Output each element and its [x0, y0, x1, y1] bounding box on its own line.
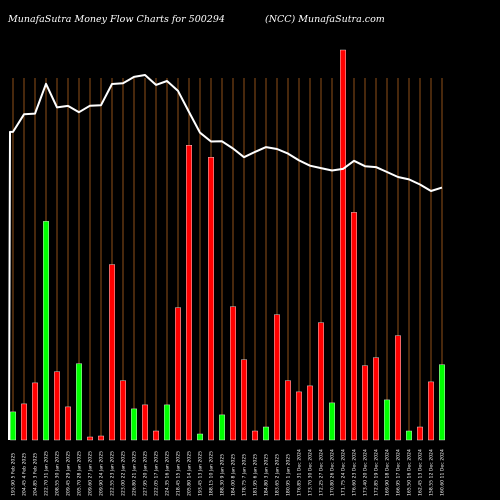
volume-bar — [208, 157, 215, 441]
volume-bar — [362, 365, 368, 441]
volume-bar — [32, 382, 38, 441]
volume-bar — [384, 399, 390, 441]
x-tick-label: 209.45 29 Jan 2025 — [66, 451, 72, 496]
x-tick-label: 209.60 27 Jan 2025 — [88, 451, 94, 496]
volume-bar — [230, 306, 237, 441]
volume-bar — [351, 212, 357, 441]
x-tick-label: 180.95 1 Jan 2025 — [286, 454, 292, 496]
x-tick-label: 184.80 3 Jan 2025 — [264, 454, 270, 496]
x-tick-label: 178.75 7 Jan 2025 — [242, 454, 248, 496]
volume-bar — [428, 381, 434, 441]
x-tick-label: 173.70 30 Dec 2024 — [308, 449, 314, 496]
volume-bar — [76, 363, 83, 441]
grid-lines — [12, 78, 443, 440]
volume-bar — [186, 144, 193, 441]
x-tick-label: 172.25 27 Dec 2024 — [319, 449, 325, 496]
x-tick-label: 181.95 6 Jan 2025 — [253, 454, 259, 496]
volume-bar — [406, 430, 412, 441]
volume-bar — [417, 426, 423, 441]
x-tick-label: 169.90 18 Dec 2024 — [385, 449, 391, 496]
x-tick-label: 222.05 17 Jan 2025 — [154, 451, 160, 496]
volume-bar — [21, 403, 27, 441]
chart-header-right: (NCC) MunafaSutra.com — [265, 14, 385, 25]
x-tick-label: 184.00 8 Jan 2025 — [231, 454, 237, 496]
volume-bar — [252, 430, 259, 441]
volume-bar — [164, 404, 171, 441]
volume-bar — [285, 380, 291, 441]
volume-bars — [10, 49, 445, 441]
volume-bar — [373, 357, 379, 441]
x-tick-label: 183.65 2 Jan 2025 — [275, 454, 281, 496]
x-axis-tick-labels: 193.90 5 Feb 2025 204.45 4 Feb 2025 204.85… — [11, 449, 446, 496]
x-tick-label: 176.85 31 Dec 2024 — [297, 449, 303, 496]
volume-bar — [219, 414, 226, 441]
x-tick-label: 170.80 26 Dec 2024 — [330, 449, 336, 496]
x-tick-label: 160.60 11 Dec 2024 — [440, 449, 446, 496]
volume-bar — [439, 364, 445, 441]
volume-bar — [43, 221, 49, 441]
x-tick-label: 193.45 13 Jan 2025 — [198, 451, 204, 496]
x-tick-label: 205.80 14 Jan 2025 — [187, 451, 193, 496]
volume-bar — [296, 391, 302, 441]
chart-header-left: MunafaSutra Money Flow Charts for 500294 — [7, 14, 225, 25]
x-tick-label: 188.30 9 Jan 2025 — [220, 454, 226, 496]
volume-bar — [197, 433, 204, 441]
volume-bar — [131, 408, 138, 441]
x-tick-label: 193.90 5 Feb 2025 — [11, 453, 17, 496]
x-tick-label: 162.45 13 Dec 2024 — [418, 449, 424, 496]
x-tick-label: 158.55 12 Dec 2024 — [429, 449, 435, 496]
volume-bar — [175, 307, 182, 441]
price-line-group — [8, 74, 443, 441]
volume-bar — [142, 404, 149, 441]
volume-bar — [329, 402, 335, 441]
x-tick-label: 218.45 15 Jan 2025 — [176, 451, 182, 496]
volume-bar — [307, 385, 313, 441]
volume-bar — [10, 411, 17, 441]
volume-bar — [340, 49, 346, 441]
x-tick-label: 172.85 19 Dec 2024 — [374, 449, 380, 496]
x-tick-label: 165.50 16 Dec 2024 — [407, 449, 413, 496]
x-tick-label: 205.70 28 Jan 2025 — [77, 451, 83, 496]
x-tick-label: 171.75 24 Dec 2024 — [341, 449, 347, 496]
volume-bar — [120, 380, 127, 441]
x-tick-label: 209.90 24 Jan 2025 — [99, 451, 105, 496]
volume-bar — [263, 426, 269, 441]
x-tick-label: 204.45 4 Feb 2025 — [22, 453, 28, 496]
x-tick-label: 222.55 23 Jan 2025 — [110, 451, 116, 496]
x-tick-label: 166.95 17 Dec 2024 — [396, 449, 402, 496]
volume-bar — [274, 314, 280, 441]
volume-bar — [65, 406, 72, 441]
x-tick-label: 176.60 23 Dec 2024 — [352, 449, 358, 496]
x-tick-label: 224.35 16 Jan 2025 — [165, 451, 171, 496]
x-tick-label: 208.55 30 Jan 2025 — [55, 451, 61, 496]
volume-bar — [153, 430, 160, 441]
x-tick-label: 222.70 31 Jan 2025 — [44, 451, 50, 496]
volume-bar — [318, 322, 324, 441]
x-tick-label: 226.80 21 Jan 2025 — [132, 451, 138, 496]
x-tick-label: 227.95 20 Jan 2025 — [143, 451, 149, 496]
x-tick-label: 223.00 22 Jan 2025 — [121, 451, 127, 496]
volume-bar — [54, 371, 60, 441]
x-tick-label: 188.15 10 Jan 2025 — [209, 451, 215, 496]
price-line — [8, 74, 443, 441]
volume-bar — [87, 436, 94, 441]
volume-bar — [395, 335, 401, 441]
x-tick-label: 173.40 20 Dec 2024 — [363, 449, 369, 496]
volume-bar — [98, 435, 105, 441]
volume-bar — [109, 264, 116, 441]
x-tick-label: 204.85 3 Feb 2025 — [33, 453, 39, 496]
volume-bar — [241, 359, 248, 441]
